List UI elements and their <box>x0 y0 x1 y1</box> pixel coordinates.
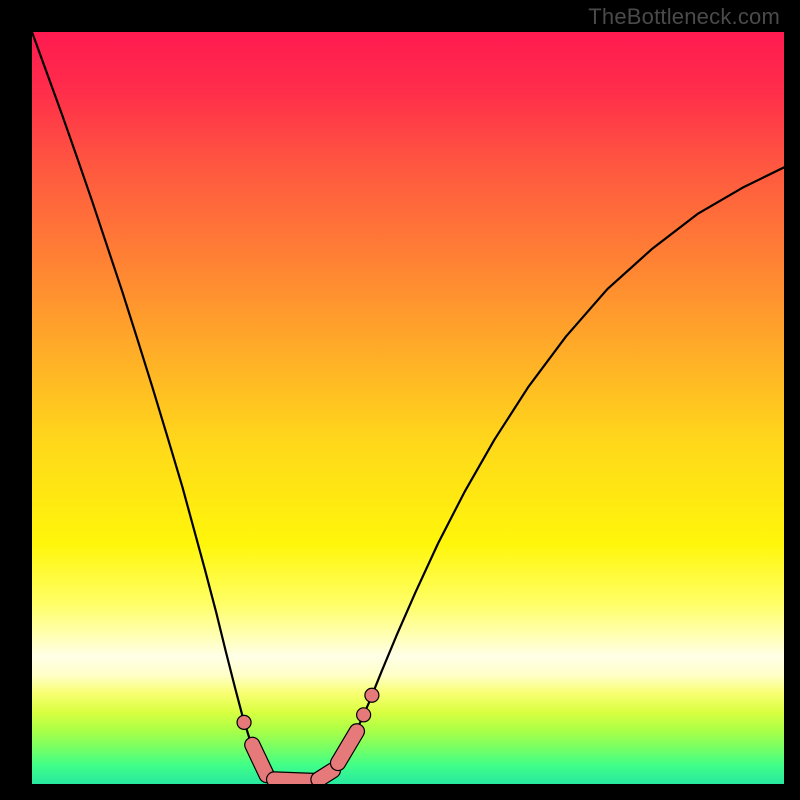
watermark-text: TheBottleneck.com <box>588 4 780 30</box>
plot-area <box>32 32 784 784</box>
plot-background-gradient <box>32 32 784 784</box>
